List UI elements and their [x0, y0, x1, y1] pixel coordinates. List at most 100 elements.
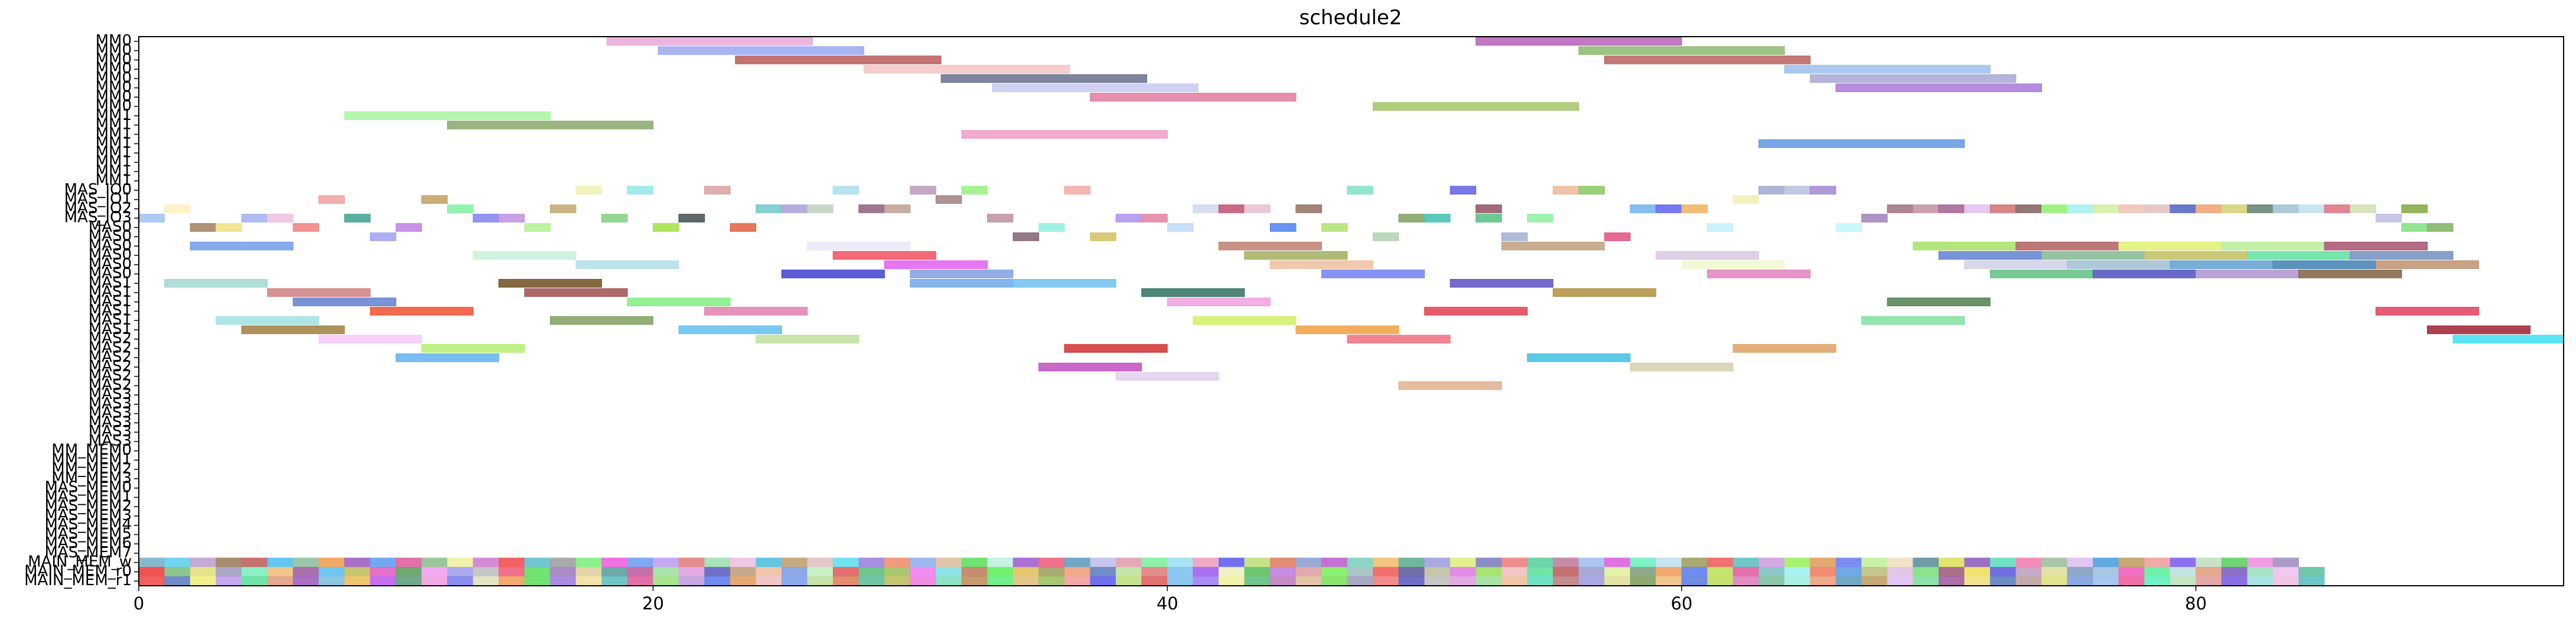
main-mem-r1-block [1604, 576, 1631, 586]
task-bar [2092, 270, 2196, 278]
main-mem-r0-block [678, 567, 705, 577]
task-bar [370, 307, 474, 316]
task-bar [1707, 223, 1734, 232]
main-mem-r0-block [936, 567, 962, 577]
main-mem-w-block [1012, 557, 1039, 567]
task-bar [2170, 205, 2196, 213]
main-mem-w-block [1219, 557, 1245, 567]
task-bar [370, 232, 396, 241]
main-mem-w-block [755, 557, 782, 567]
y-tick-label: MAIN_MEM_r0 [24, 562, 132, 580]
task-bar [2324, 242, 2428, 251]
task-bar [961, 186, 988, 194]
task-bar [1064, 344, 1168, 353]
y-tick-label: MAS3 [89, 432, 132, 450]
main-mem-w-block [1527, 557, 1554, 567]
task-bar [2324, 205, 2351, 213]
main-mem-r1-block [1424, 576, 1451, 586]
main-mem-r1-block [216, 576, 242, 586]
task-bar [1964, 260, 2068, 269]
y-tick-label: MM0 [96, 50, 132, 68]
main-mem-r1-block [318, 576, 345, 586]
task-bar [2375, 260, 2479, 269]
main-mem-r0-block [2118, 567, 2145, 577]
task-bar [1938, 205, 1965, 213]
main-mem-r1-block [2196, 576, 2222, 586]
task-bar [1347, 335, 1451, 343]
main-mem-r0-block [781, 567, 808, 577]
main-mem-r0-block [1012, 567, 1039, 577]
main-mem-w-block [1578, 557, 1605, 567]
main-mem-r0-block [1887, 567, 1913, 577]
main-mem-w-block [601, 557, 628, 567]
task-bar [2427, 325, 2531, 335]
task-bar [241, 325, 345, 335]
task-bar [1758, 186, 1785, 194]
task-bar [1887, 205, 1914, 213]
task-bar [1218, 205, 1245, 213]
main-mem-r1-block [1887, 576, 1913, 586]
main-mem-r1-block [755, 576, 782, 586]
main-mem-r0-block [575, 567, 602, 577]
main-mem-w-block [1861, 557, 1888, 567]
main-mem-r0-block [1476, 567, 1502, 577]
main-mem-r1-block [1552, 576, 1579, 586]
main-mem-r1-block [1861, 576, 1888, 586]
main-mem-r0-block [1990, 567, 2017, 577]
task-bar [1527, 353, 1631, 362]
y-tick-label: MAS3 [89, 395, 132, 413]
task-bar [2067, 260, 2171, 269]
main-mem-w-block [833, 557, 859, 567]
main-mem-r1-block [1990, 576, 2017, 586]
task-bar [1295, 205, 1322, 213]
main-mem-w-block [216, 557, 242, 567]
task-bar [1321, 270, 1425, 278]
main-mem-r0-block [241, 567, 268, 577]
task-bar [1552, 288, 1656, 297]
task-bar [1373, 232, 1399, 241]
main-mem-w-block [421, 557, 448, 567]
task-bar [421, 195, 448, 204]
task-bar [138, 213, 165, 223]
task-bar [1295, 325, 1399, 335]
main-mem-r1-block [1038, 576, 1065, 586]
task-bar [1398, 381, 1502, 390]
task-bar [704, 307, 808, 316]
main-mem-r1-block [1964, 576, 1991, 586]
main-mem-w-block [1115, 557, 1142, 567]
y-tick-label: MAS_MEM0 [44, 479, 132, 497]
main-mem-r1-block [1656, 576, 1682, 586]
main-mem-w-block [1167, 557, 1194, 567]
task-bar [1090, 232, 1116, 241]
main-mem-r1-block [344, 576, 371, 586]
y-tick-label: MM0 [96, 32, 132, 50]
main-mem-w-block [730, 557, 756, 567]
main-mem-w-block [575, 557, 602, 567]
task-bar [653, 223, 679, 232]
task-bar [421, 344, 525, 353]
task-bar [395, 353, 499, 362]
main-mem-r0-block [2247, 567, 2274, 577]
task-bar [2041, 205, 2068, 213]
y-tick-label: MM0 [96, 87, 132, 105]
main-mem-r0-block [1038, 567, 1065, 577]
task-bar [884, 260, 988, 269]
main-mem-r1-block [2118, 576, 2145, 586]
task-bar [2221, 205, 2248, 213]
main-mem-r1-block [807, 576, 833, 586]
task-bar [2196, 205, 2222, 213]
main-mem-r1-block [1527, 576, 1554, 586]
main-mem-r1-block [370, 576, 396, 586]
task-bar [1218, 242, 1322, 251]
main-mem-r0-block [1630, 567, 1656, 577]
task-bar [524, 223, 551, 232]
main-mem-r1-block [1115, 576, 1142, 586]
main-mem-r0-block [473, 567, 499, 577]
main-mem-w-block [2118, 557, 2145, 567]
main-mem-r0-block [344, 567, 371, 577]
main-mem-r0-block [1321, 567, 1348, 577]
main-mem-w-block [1450, 557, 1476, 567]
main-mem-r0-block [2067, 567, 2093, 577]
y-tick-label: MM1 [96, 162, 132, 180]
